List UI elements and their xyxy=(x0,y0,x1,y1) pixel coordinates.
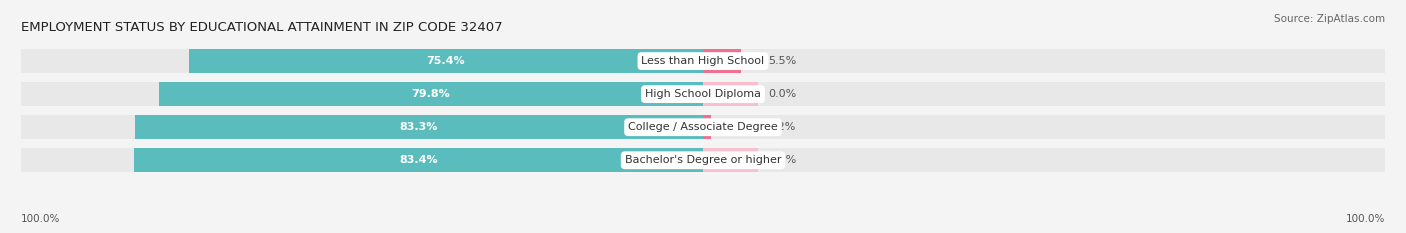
Bar xyxy=(21,49,1385,73)
Text: 0.0%: 0.0% xyxy=(768,89,796,99)
Bar xyxy=(159,82,703,106)
Bar xyxy=(703,82,758,106)
Text: Bachelor's Degree or higher: Bachelor's Degree or higher xyxy=(624,155,782,165)
Legend: In Labor Force, Unemployed: In Labor Force, Unemployed xyxy=(606,232,800,233)
Bar xyxy=(135,115,703,139)
Text: 100.0%: 100.0% xyxy=(1346,214,1385,224)
Text: 0.0%: 0.0% xyxy=(768,155,796,165)
Text: 83.4%: 83.4% xyxy=(399,155,437,165)
Text: College / Associate Degree: College / Associate Degree xyxy=(628,122,778,132)
Text: EMPLOYMENT STATUS BY EDUCATIONAL ATTAINMENT IN ZIP CODE 32407: EMPLOYMENT STATUS BY EDUCATIONAL ATTAINM… xyxy=(21,21,503,34)
Text: Source: ZipAtlas.com: Source: ZipAtlas.com xyxy=(1274,14,1385,24)
Text: 1.2%: 1.2% xyxy=(768,122,796,132)
Text: 83.3%: 83.3% xyxy=(399,122,439,132)
Text: High School Diploma: High School Diploma xyxy=(645,89,761,99)
Bar xyxy=(703,49,741,73)
Text: 100.0%: 100.0% xyxy=(21,214,60,224)
Bar xyxy=(21,115,1385,139)
Text: Less than High School: Less than High School xyxy=(641,56,765,66)
Bar xyxy=(21,82,1385,106)
Bar xyxy=(135,148,703,172)
Bar xyxy=(188,49,703,73)
Bar xyxy=(21,148,1385,172)
Text: 79.8%: 79.8% xyxy=(412,89,450,99)
Text: 5.5%: 5.5% xyxy=(768,56,796,66)
Bar xyxy=(703,148,758,172)
Text: 75.4%: 75.4% xyxy=(426,56,465,66)
Bar xyxy=(703,115,711,139)
